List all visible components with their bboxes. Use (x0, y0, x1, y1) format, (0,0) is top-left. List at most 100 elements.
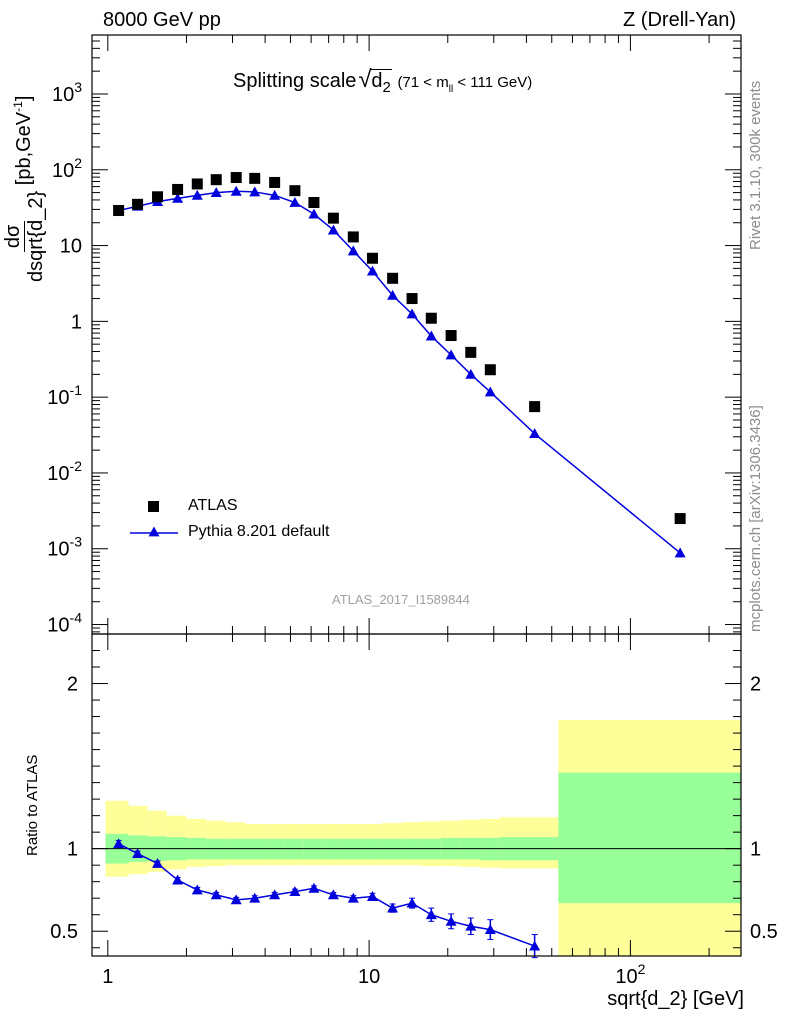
atlas-point (465, 346, 477, 358)
legend-label-atlas: ATLAS (188, 497, 238, 514)
mcplots-reference-label: mcplots.cern.ch [arXiv:1306.3436] (747, 405, 764, 632)
legend-label-pythia: Pythia 8.201 default (188, 523, 330, 540)
pythia-point (308, 208, 320, 219)
ratio-pythia-point (366, 891, 378, 901)
upper-y-axis-label: dσ dsqrt{d_2} [pb,GeV-1] (2, 96, 47, 282)
pythia-point (484, 386, 496, 397)
atlas-point (289, 185, 301, 197)
pythia-point (465, 368, 477, 379)
tick-exponent: -2 (70, 458, 83, 474)
ratio-uncertainty-bands (105, 719, 741, 956)
pythia-line (118, 190, 681, 554)
tick-exponent: 3 (74, 79, 82, 95)
legend-marker-pythia (148, 526, 160, 537)
upper-y-tick-label: 10-3 (47, 534, 82, 561)
pythia-point (327, 224, 339, 235)
ratio-pythia-point (465, 920, 477, 931)
ratio-pythia-point (152, 858, 164, 868)
pythia-point (425, 330, 437, 341)
atlas-point (327, 212, 339, 224)
plot-title-range-post: < 111 GeV) (453, 74, 533, 91)
atlas-point (249, 172, 261, 184)
pythia-point (269, 189, 281, 200)
atlas-point (152, 191, 164, 203)
ratio-pythia-point (289, 886, 301, 896)
pythia-point (210, 187, 222, 197)
upper-y-tick-label: 102 (52, 155, 82, 182)
atlas-point (113, 205, 125, 217)
ylabel-numerator: dσ (2, 220, 25, 253)
atlas-point (230, 172, 242, 184)
legend-marker-atlas (148, 501, 159, 512)
ylabel-denominator: dsqrt{d_2} (25, 190, 47, 282)
pythia-point (347, 245, 359, 256)
ratio-pythia-point (445, 915, 457, 926)
header-process-label: Z (Drell-Yan) (623, 9, 736, 31)
upper-y-tick-label: 10-1 (47, 382, 82, 409)
pythia-point (445, 349, 457, 360)
tick-exponent: 2 (74, 155, 82, 171)
tick-exponent: -4 (70, 610, 83, 626)
atlas-point (191, 178, 203, 190)
atlas-point (132, 198, 144, 210)
ratio-pythia-point (387, 902, 399, 913)
atlas-point (347, 231, 359, 243)
x-tick-label: 10 (358, 966, 380, 988)
upper-axis-ticks (92, 34, 741, 956)
ratio-pythia-series (113, 838, 541, 959)
ratio-pythia-point (249, 892, 261, 903)
atlas-point (269, 176, 281, 188)
ratio-pythia-point (406, 897, 418, 908)
ylabel-unit-exponent: -1 (11, 101, 26, 112)
sqrt-symbol: √ d2 (358, 66, 392, 96)
pythia-point (191, 189, 203, 200)
ratio-y-tick-label-right: 2 (750, 674, 761, 696)
upper-y-tick-label: 10-2 (47, 458, 82, 485)
ylabel-unit: [pb,GeV (12, 111, 35, 186)
pythia-point (387, 289, 399, 300)
tick-exponent: -3 (70, 534, 83, 550)
ratio-pythia-point (172, 874, 184, 885)
atlas-point (210, 174, 222, 186)
ratio-pythia-point (132, 848, 144, 859)
pythia-point (289, 196, 301, 207)
upper-plot-frame (91, 34, 742, 635)
rivet-version-label: Rivet 3.1.10, 300k events (747, 80, 764, 250)
ratio-pythia-point (347, 892, 359, 903)
ratio-axis-ticks (92, 650, 741, 949)
plot-title-sqrt-sub: 2 (382, 79, 391, 96)
plot-title-range-pre: (71 < m (397, 74, 449, 91)
x-tick-label: 1 (102, 966, 113, 988)
pythia-point (366, 265, 378, 276)
x-tick-label: 102 (615, 961, 645, 988)
ratio-pythia-point (269, 889, 281, 900)
pythia-point (249, 186, 261, 197)
plot-title-range-sub: ll (448, 84, 454, 95)
ratio-y-tick-label-right: 0.5 (750, 921, 778, 943)
ratio-y-tick-label-left: 1 (67, 839, 78, 861)
ratio-y-tick-label-left: 2 (67, 674, 78, 696)
atlas-point (445, 330, 457, 342)
atlas-point (425, 312, 437, 324)
atlas-point (387, 272, 399, 284)
ratio-pythia-point (230, 894, 242, 905)
ratio-pythia-point (210, 889, 222, 900)
atlas-point (406, 293, 418, 305)
ratio-y-tick-label-left: 0.5 (50, 921, 78, 943)
upper-y-tick-label: 103 (52, 79, 82, 106)
plot-frames (91, 34, 742, 957)
ratio-plot-frame (91, 633, 742, 957)
ratio-pythia-point (529, 940, 541, 951)
analysis-tag: ATLAS_2017_I1589844 (332, 592, 470, 607)
pythia-point (529, 428, 541, 439)
atlas-point (484, 364, 496, 376)
ratio-pythia-point (327, 889, 339, 900)
pythia-point (172, 192, 184, 203)
ratio-y-tick-label-right: 1 (750, 839, 761, 861)
x-axis-label: sqrt{d_2} [GeV] (607, 988, 744, 1010)
upper-y-tick-label: 10 (60, 236, 82, 258)
legend-markers (130, 501, 178, 537)
atlas-point (308, 196, 320, 208)
upper-atlas-series (113, 172, 686, 525)
